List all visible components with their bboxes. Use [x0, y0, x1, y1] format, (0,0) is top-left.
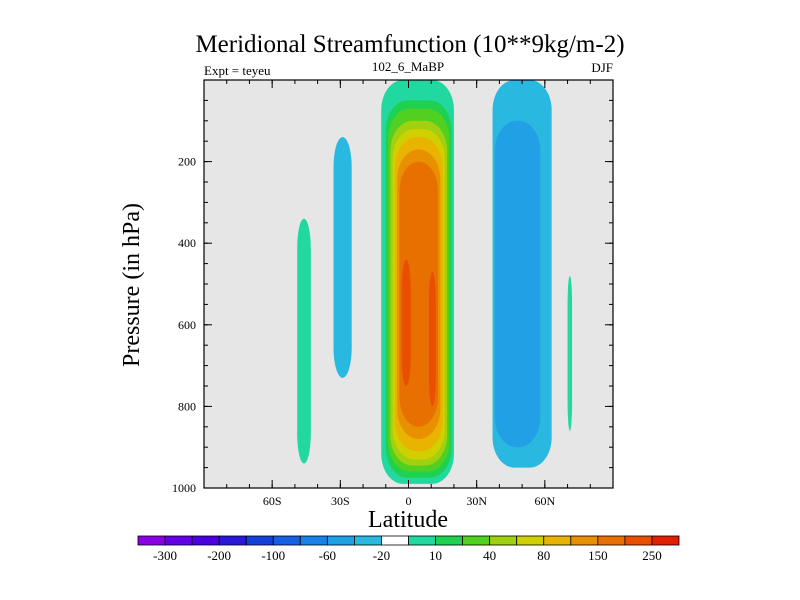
colorbar-swatch — [137, 535, 166, 546]
colorbar-swatch — [516, 535, 545, 546]
colorbar-label: 10 — [429, 548, 442, 563]
positive-band-south-10 — [297, 218, 311, 464]
colorbar-swatch — [489, 535, 518, 546]
colorbar-swatch — [218, 535, 247, 546]
colorbar-label: 80 — [537, 548, 550, 563]
x-tick-label: 60S — [263, 494, 282, 508]
colorbar-label: -300 — [153, 548, 177, 563]
colorbar-swatch — [624, 535, 653, 546]
colorbar-label: -200 — [207, 548, 231, 563]
colorbar-swatch — [543, 535, 572, 546]
colorbar-swatch — [164, 535, 193, 546]
colorbar-swatch — [245, 535, 274, 546]
y-tick-labels: 200 400 600 800 1000 — [172, 155, 196, 495]
colorbar-label: 150 — [588, 548, 608, 563]
colorbar-swatch — [272, 535, 301, 546]
positive-band-north-10 — [567, 275, 573, 431]
colorbar-label: 250 — [642, 548, 662, 563]
colorbar-swatch — [435, 535, 463, 546]
x-tick-label: 30S — [331, 494, 350, 508]
y-tick-label: 200 — [178, 155, 196, 169]
colorbar-label: -100 — [261, 548, 285, 563]
x-tick-label: 30N — [466, 494, 487, 508]
x-tick-label: 60N — [534, 494, 555, 508]
colorbar-label: -20 — [373, 548, 390, 563]
y-tick-label: 600 — [178, 318, 196, 332]
colorbar-swatch — [326, 535, 355, 546]
plot-frame — [203, 79, 614, 489]
contour-layer — [297, 80, 573, 484]
left-label: Expt = teyeu — [204, 63, 271, 78]
colorbar-label: -60 — [319, 548, 336, 563]
positive-core-south-250 — [401, 259, 411, 386]
x-tick-label: 0 — [406, 494, 412, 508]
x-axis-label: Latitude — [368, 507, 448, 533]
colorbar-label: 40 — [483, 548, 496, 563]
negative-cell-north-20 — [494, 120, 541, 448]
colorbar-swatch — [381, 535, 409, 546]
colorbar-swatch — [299, 535, 328, 546]
colorbar-swatch — [651, 535, 680, 546]
colorbar-swatch — [597, 535, 626, 546]
negative-cell-south-10 — [333, 137, 352, 378]
colorbar — [137, 535, 680, 546]
colorbar-swatch — [570, 535, 599, 546]
positive-core-north-250 — [428, 271, 436, 407]
colorbar-swatch — [191, 535, 220, 546]
colorbar-swatch — [462, 535, 491, 546]
y-tick-label: 400 — [178, 236, 196, 250]
y-tick-label: 800 — [178, 399, 196, 413]
colorbar-swatch — [408, 535, 436, 546]
colorbar-swatch — [353, 535, 382, 546]
center-label: 102_6_MaBP — [372, 59, 444, 74]
right-label: DJF — [591, 60, 613, 75]
y-axis-label: Pressure (in hPa) — [119, 203, 145, 367]
y-tick-label: 1000 — [172, 481, 196, 495]
colorbar-labels: -300 -200 -100 -60 -20 10 40 80 150 250 — [153, 548, 662, 563]
chart-title: Meridional Streamfunction (10**9kg/m-2) — [195, 31, 624, 58]
x-tick-labels: 60S 30S 0 30N 60N — [263, 494, 556, 508]
